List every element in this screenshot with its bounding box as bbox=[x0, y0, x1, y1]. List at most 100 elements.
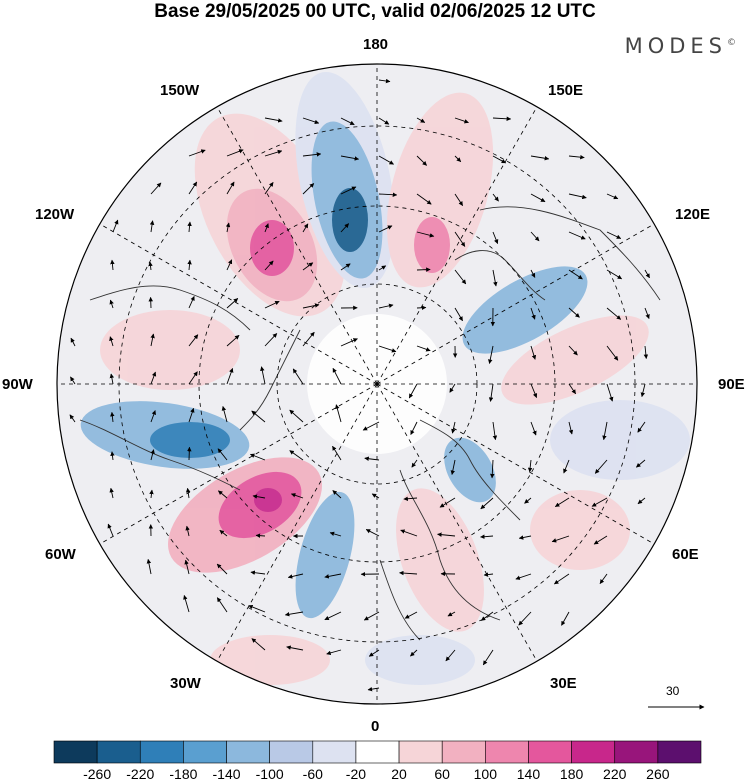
colorbar-swatch bbox=[528, 740, 572, 764]
wind-vector bbox=[264, 333, 278, 347]
wind-vector bbox=[410, 421, 418, 435]
wind-vector bbox=[216, 563, 228, 575]
wind-vector bbox=[109, 336, 114, 347]
meridian-line bbox=[216, 106, 378, 385]
coastlines bbox=[79, 206, 661, 641]
wind-vector bbox=[221, 405, 228, 423]
wind-vector bbox=[335, 404, 342, 423]
wind-vector bbox=[416, 117, 426, 123]
wind-vector bbox=[404, 611, 418, 619]
wind-vector bbox=[568, 231, 586, 240]
colorbar-tick-label: 260 bbox=[646, 766, 670, 782]
colorbar-tick-label: 100 bbox=[473, 766, 498, 782]
wind-vector bbox=[185, 487, 191, 499]
wind-vector bbox=[492, 269, 498, 287]
meridians bbox=[57, 64, 697, 704]
colorbar-tick-label: -140 bbox=[212, 766, 241, 782]
wind-vector bbox=[112, 219, 119, 233]
colorbar-swatch bbox=[441, 740, 486, 764]
wind-vector bbox=[107, 523, 114, 537]
wind-vector bbox=[378, 117, 390, 125]
wind-vector bbox=[150, 410, 156, 423]
wind-vector bbox=[416, 231, 435, 238]
wind-vector bbox=[410, 649, 418, 657]
wind-vector bbox=[378, 155, 394, 165]
colorbar-swatch bbox=[312, 740, 357, 764]
colorbar-swatch bbox=[139, 740, 184, 764]
wind-vector bbox=[188, 295, 195, 309]
colorbar-tick-label: 180 bbox=[559, 766, 584, 782]
modes-logo: MODES© bbox=[624, 34, 736, 58]
wind-vector bbox=[606, 307, 622, 320]
wind-vector bbox=[249, 453, 266, 461]
meridian-line bbox=[216, 383, 378, 662]
wind-vector bbox=[264, 223, 269, 233]
wind-vector bbox=[264, 300, 280, 309]
wind-vector bbox=[416, 267, 431, 272]
wind-vector bbox=[289, 450, 304, 461]
wind-vector bbox=[416, 155, 427, 166]
wind-vector bbox=[218, 490, 228, 499]
wind-vector bbox=[447, 611, 456, 617]
wind-vector bbox=[599, 573, 608, 584]
wind-vector bbox=[364, 456, 380, 461]
wind-vector bbox=[643, 345, 649, 359]
wind-vector bbox=[593, 535, 608, 545]
wind-vector bbox=[252, 494, 266, 499]
wind-vector bbox=[149, 220, 155, 233]
wind-vector bbox=[492, 193, 499, 202]
colorbar-tick-label: -100 bbox=[255, 766, 284, 782]
colorbar-tick-label: -180 bbox=[169, 766, 198, 782]
wind-vector bbox=[368, 649, 380, 657]
wind-vector bbox=[292, 368, 304, 385]
wind-vector bbox=[367, 686, 380, 692]
wind-vector bbox=[408, 383, 418, 399]
wind-vector bbox=[530, 307, 536, 320]
wind-vector bbox=[554, 497, 570, 508]
colorbar-swatch bbox=[571, 740, 616, 764]
wind-vector bbox=[217, 448, 228, 461]
wind-vector bbox=[403, 496, 418, 502]
wind-vector bbox=[188, 334, 199, 347]
colorbar-swatch bbox=[226, 740, 270, 764]
wind-vector bbox=[302, 303, 320, 309]
wind-vector bbox=[527, 459, 533, 473]
wind-vector bbox=[109, 373, 115, 385]
wind-vector bbox=[69, 414, 76, 423]
meridian-line bbox=[376, 106, 538, 385]
meridian-line bbox=[376, 383, 538, 662]
lon-label-30w: 30W bbox=[170, 675, 201, 692]
wind-vector bbox=[530, 193, 546, 203]
colorbar-tick-label: -260 bbox=[83, 766, 112, 782]
wind-vector bbox=[284, 611, 304, 617]
wind-vector bbox=[289, 409, 304, 423]
wind-vector bbox=[568, 383, 577, 395]
wind-vector bbox=[188, 371, 198, 385]
colorbar-tick-label: 20 bbox=[391, 766, 407, 782]
wind-vector bbox=[416, 193, 432, 205]
wind-vector bbox=[606, 231, 622, 239]
map-title: Base 29/05/2025 00 UTC, valid 02/06/2025… bbox=[154, 1, 596, 22]
wind-vector bbox=[530, 269, 536, 278]
wind-vector bbox=[149, 489, 154, 499]
wind-vector bbox=[553, 573, 570, 585]
wind-vector bbox=[255, 533, 266, 538]
wind-vector bbox=[324, 573, 342, 579]
wind-vector bbox=[568, 193, 587, 200]
wind-vector bbox=[454, 193, 464, 207]
colorbar-swatch bbox=[355, 740, 400, 764]
wind-vector bbox=[644, 307, 650, 319]
wind-vector bbox=[635, 459, 646, 468]
wind-vector bbox=[110, 411, 115, 423]
wind-vector bbox=[264, 117, 283, 123]
wind-vector bbox=[110, 259, 115, 271]
wind-vector bbox=[146, 558, 152, 575]
wind-vector bbox=[226, 259, 233, 271]
colorbar-swatch bbox=[398, 740, 443, 764]
wind-vector bbox=[490, 459, 495, 479]
wind-vector bbox=[340, 263, 351, 271]
wind-vector bbox=[250, 570, 266, 575]
wind-vector bbox=[400, 529, 418, 537]
colorbar-swatch bbox=[96, 740, 141, 764]
wind-vector bbox=[340, 223, 350, 233]
